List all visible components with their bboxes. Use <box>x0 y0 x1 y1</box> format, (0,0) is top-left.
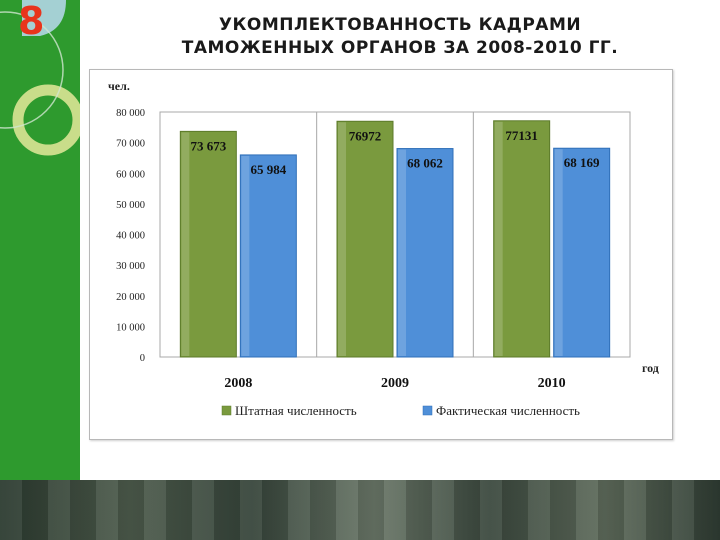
bar-fakticheskaya <box>553 147 611 358</box>
sidebar-decoration <box>0 0 80 156</box>
green-sidebar: 8 <box>0 0 80 480</box>
x-tick-label: 2008 <box>224 376 252 391</box>
bar-shtatnaya <box>493 120 551 358</box>
y-tick-label: 80 000 <box>116 108 145 119</box>
chart-container: 0 10 000 20 000 30 000 40 000 50 000 60 000 70 … <box>89 69 673 440</box>
bar-shtatnaya <box>179 130 237 358</box>
slide-number: 8 <box>18 0 45 43</box>
title-line-1: УКОМПЛЕКТОВАННОСТЬ КАДРАМИ <box>218 15 582 35</box>
y-tick-label: 20 000 <box>116 292 145 303</box>
bar-value-label: 76972 <box>349 128 382 143</box>
x-tick-label: 2010 <box>538 376 566 391</box>
bar-value-label: 68 169 <box>564 155 600 170</box>
bar-value-label: 65 984 <box>250 162 286 177</box>
bar-value-label: 68 062 <box>407 156 443 171</box>
legend-swatch <box>422 405 433 416</box>
decorative-ring <box>12 84 80 156</box>
y-axis-label: чел. <box>108 79 130 93</box>
bar-highlight <box>494 121 503 356</box>
plot-area <box>159 111 631 358</box>
y-tick-label: 0 <box>140 353 145 364</box>
y-tick-label: 40 000 <box>116 231 145 242</box>
bar-highlight <box>398 149 406 356</box>
x-axis-label: год <box>642 361 659 375</box>
y-tick-label: 30 000 <box>116 261 145 272</box>
y-tick-label: 60 000 <box>116 169 145 180</box>
y-tick-label: 50 000 <box>116 200 145 211</box>
bar-fakticheskaya <box>396 148 454 358</box>
bar-highlight <box>338 122 346 356</box>
title-line-2: ТАМОЖЕННЫХ ОРГАНОВ ЗА 2008-2010 ГГ. <box>181 37 619 58</box>
y-tick-label: 70 000 <box>116 139 145 150</box>
footer-photo-strip <box>0 480 720 540</box>
legend-label: Фактическая численность <box>436 403 580 418</box>
slide-title: УКОМПЛЕКТОВАННОСТЬ КАДРАМИ ТАМОЖЕННЫХ ОР… <box>110 14 690 60</box>
legend-swatch <box>221 405 232 416</box>
legend-label: Штатная численность <box>235 403 357 418</box>
decorative-arc <box>0 11 64 129</box>
bar-highlight <box>241 155 250 356</box>
y-tick-label: 10 000 <box>116 322 145 333</box>
bar-fakticheskaya <box>239 154 297 358</box>
corner-shape <box>22 0 66 36</box>
bar-chart: 0 10 000 20 000 30 000 40 000 50 000 60 000 70 … <box>108 79 659 418</box>
bar-shtatnaya <box>336 120 394 358</box>
bar-value-label: 73 673 <box>190 138 226 153</box>
footer-photo-texture <box>0 480 720 540</box>
bar-value-label: 77131 <box>505 128 537 143</box>
bar-highlight <box>181 132 190 356</box>
x-tick-label: 2009 <box>381 376 409 391</box>
bar-highlight <box>554 149 563 356</box>
